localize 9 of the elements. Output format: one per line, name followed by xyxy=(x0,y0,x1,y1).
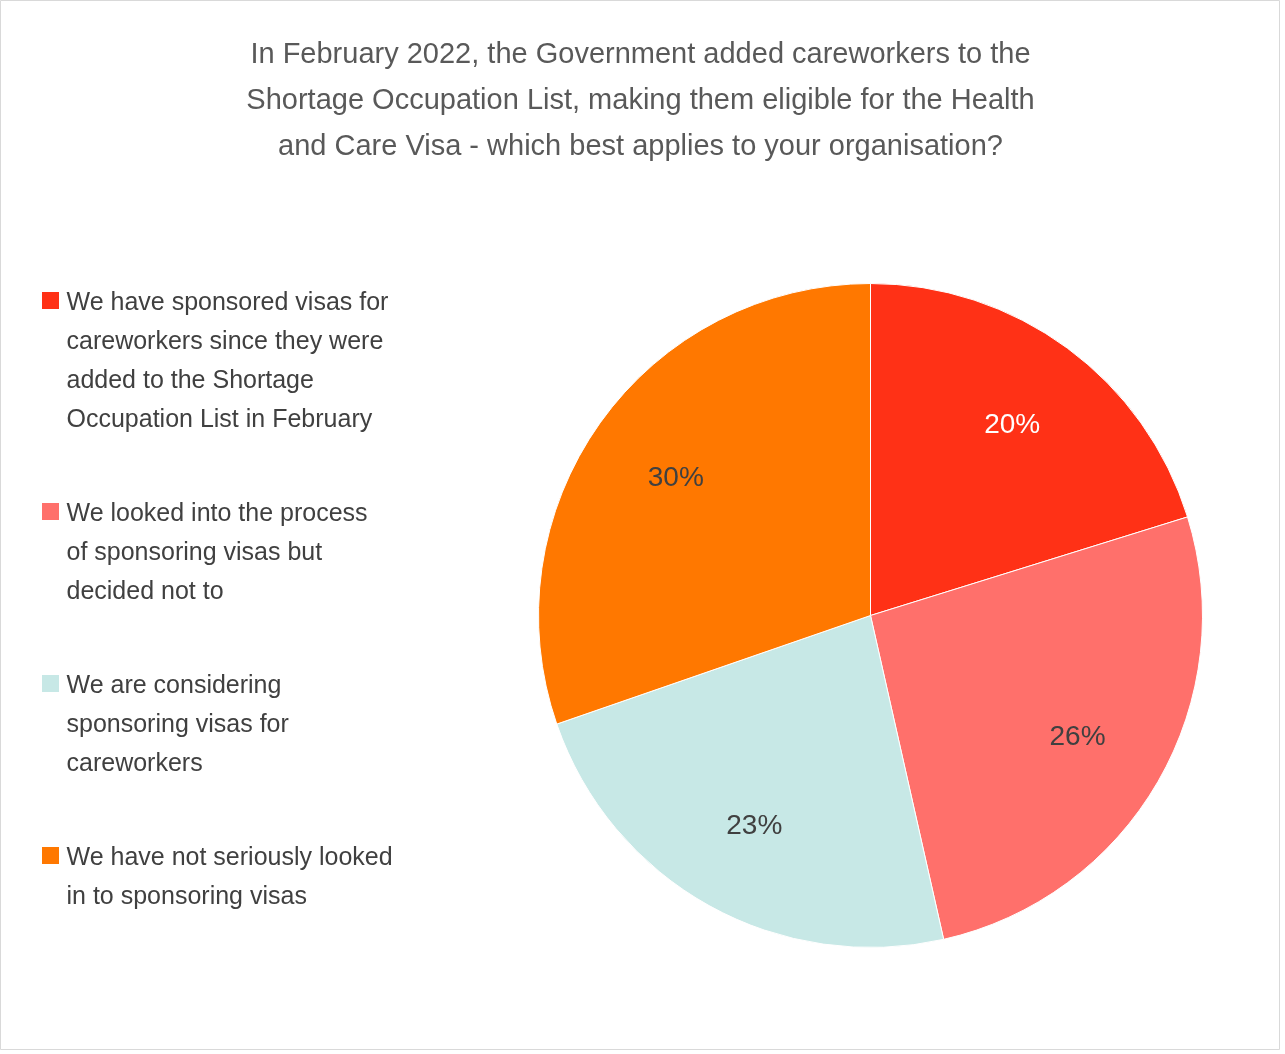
chart-title: In February 2022, the Government added careworkers to the Shortage Occupation List, making them eligible for the Health and Care Visa - which best applies to your organisation? xyxy=(246,36,1035,161)
data-label: 23% xyxy=(726,808,783,840)
legend-label: We are considering sponsoring visas for careworkers xyxy=(66,669,289,776)
legend-label: We have not seriously looked in to sponsoring visas xyxy=(66,841,393,909)
legend-label: We looked into the process of sponsoring visas but decided not to xyxy=(66,497,368,604)
data-label: 26% xyxy=(1049,719,1106,751)
legend-label: We have sponsored visas for careworkers since they were added to the Shortage Occupation List in February xyxy=(66,286,389,432)
data-label: 30% xyxy=(647,461,704,493)
data-label: 20% xyxy=(984,407,1041,439)
